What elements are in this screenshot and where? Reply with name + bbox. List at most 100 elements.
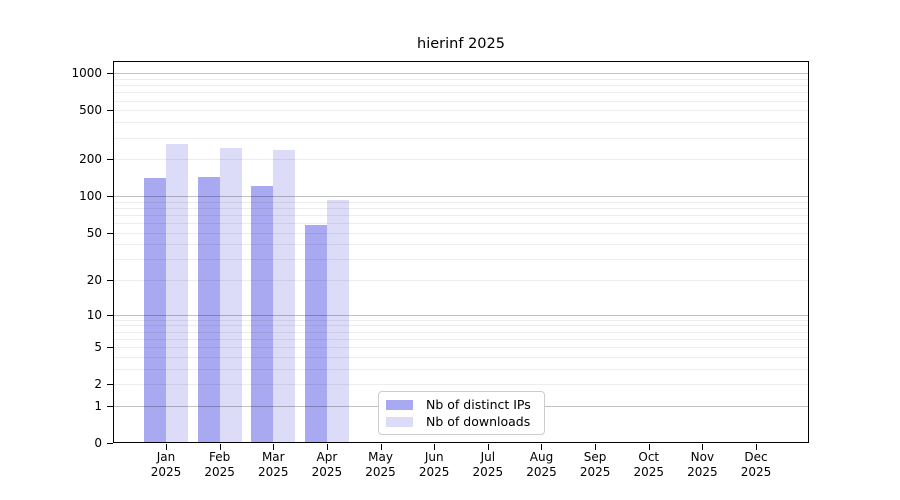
- minor-gridline: [113, 137, 809, 139]
- minor-gridline: [113, 78, 809, 80]
- x-tick-label-mar: Mar 2025: [243, 450, 303, 480]
- x-tick-month: Jul: [480, 450, 496, 464]
- x-tick-year: 2025: [740, 465, 772, 479]
- y-tick-label: 100: [79, 189, 102, 204]
- legend-swatch-downloads: [386, 416, 413, 427]
- x-tick-year: 2025: [687, 465, 718, 479]
- minor-gridline: [113, 214, 809, 216]
- bar-apr-downloads: [326, 199, 349, 443]
- minor-gridline: [113, 368, 809, 370]
- major-gridline: [113, 314, 809, 316]
- x-tick-year: 2025: [204, 465, 235, 479]
- bar-jan-distinct-ips: [144, 177, 166, 443]
- y-tick-label: 1: [94, 398, 102, 413]
- minor-gridline: [113, 338, 809, 340]
- minor-gridline: [113, 207, 809, 209]
- bar-apr-distinct-ips: [304, 224, 327, 443]
- bar-jan-downloads: [166, 143, 188, 443]
- legend-item-distinct-ips: Nb of distinct IPs: [386, 397, 537, 412]
- y-tick-label: 2: [94, 377, 102, 392]
- legend-item-downloads: Nb of downloads: [386, 414, 537, 429]
- minor-gridline: [113, 110, 809, 112]
- y-tick: [107, 384, 113, 385]
- y-tick: [107, 196, 113, 197]
- minor-gridline: [113, 100, 809, 102]
- legend: Nb of distinct IPs Nb of downloads: [378, 391, 545, 435]
- x-tick-month: Sep: [583, 450, 607, 464]
- x-tick: [487, 444, 489, 450]
- x-tick-year: 2025: [311, 465, 343, 479]
- x-tick: [380, 444, 382, 450]
- y-tick-label: 1000: [71, 66, 102, 81]
- minor-gridline: [113, 201, 809, 203]
- y-tick-label: 200: [79, 152, 102, 167]
- x-tick-label-sep: Sep 2025: [565, 450, 625, 480]
- x-tick: [326, 444, 328, 450]
- y-tick-label: 5: [94, 340, 102, 355]
- minor-gridline: [113, 159, 809, 161]
- y-tick: [107, 110, 113, 111]
- y-tick: [107, 315, 113, 316]
- x-tick-year: 2025: [150, 465, 182, 479]
- minor-gridline: [113, 244, 809, 246]
- x-tick: [702, 444, 704, 450]
- legend-swatch-distinct-ips: [386, 399, 413, 410]
- x-tick-month: Feb: [209, 450, 231, 464]
- x-tick-label-feb: Feb 2025: [190, 450, 250, 480]
- y-tick-label: 20: [86, 273, 102, 288]
- minor-gridline: [113, 356, 809, 358]
- x-tick-month: Jun: [424, 450, 444, 464]
- x-tick-year: 2025: [418, 465, 450, 479]
- x-tick-month: Nov: [690, 450, 715, 464]
- y-tick: [107, 347, 113, 348]
- x-tick-label-nov: Nov 2025: [672, 450, 732, 480]
- x-tick-year: 2025: [633, 465, 665, 479]
- y-tick: [107, 443, 113, 444]
- chart-title: hierinf 2025: [417, 36, 505, 52]
- legend-label-downloads: Nb of downloads: [426, 414, 531, 429]
- x-tick-month: May: [368, 450, 393, 464]
- minor-gridline: [113, 259, 809, 261]
- minor-gridline: [113, 325, 809, 327]
- x-tick-year: 2025: [579, 465, 611, 479]
- minor-gridline: [113, 347, 809, 349]
- x-tick-month: Apr: [316, 450, 338, 464]
- y-tick-label: 500: [79, 103, 102, 118]
- x-tick-year: 2025: [526, 465, 557, 479]
- minor-gridline: [113, 85, 809, 87]
- x-tick-month: Jan: [156, 450, 176, 464]
- x-tick: [541, 444, 543, 450]
- minor-gridline: [113, 232, 809, 234]
- minor-gridline: [113, 384, 809, 386]
- bar-mar-distinct-ips: [251, 186, 274, 443]
- x-tick-month: Oct: [638, 450, 660, 464]
- minor-gridline: [113, 280, 809, 282]
- x-tick-label-aug: Aug 2025: [511, 450, 571, 480]
- x-tick: [434, 444, 436, 450]
- x-tick-month: Mar: [261, 450, 285, 464]
- x-tick: [219, 444, 221, 450]
- x-tick-year: 2025: [257, 465, 289, 479]
- legend-label-distinct-ips: Nb of distinct IPs: [426, 397, 531, 412]
- plot-area: [113, 61, 809, 443]
- minor-gridline: [113, 122, 809, 124]
- x-tick-year: 2025: [472, 465, 504, 479]
- y-tick: [107, 280, 113, 281]
- y-tick: [107, 233, 113, 234]
- bar-mar-downloads: [273, 149, 296, 443]
- x-tick-label-dec: Dec 2025: [726, 450, 786, 480]
- y-tick: [107, 159, 113, 160]
- minor-gridline: [113, 223, 809, 225]
- x-tick-month: Dec: [744, 450, 768, 464]
- y-tick-label: 10: [86, 307, 102, 322]
- y-tick: [107, 406, 113, 407]
- x-tick: [166, 444, 167, 450]
- x-tick: [595, 444, 597, 450]
- minor-gridline: [113, 92, 809, 94]
- x-tick: [756, 444, 758, 450]
- y-tick-label: 0: [94, 436, 102, 450]
- x-tick-year: 2025: [365, 465, 396, 479]
- x-tick-label-jun: Jun 2025: [404, 450, 464, 480]
- x-tick-label-jan: Jan 2025: [136, 450, 196, 480]
